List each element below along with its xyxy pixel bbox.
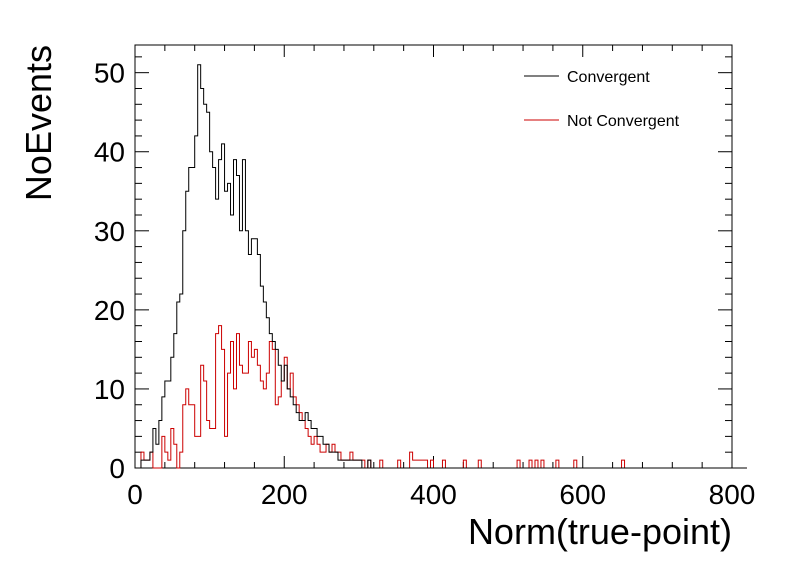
y-tick-label: 20 <box>94 295 125 326</box>
legend: Convergent Not Convergent <box>524 69 680 130</box>
series-layer <box>135 64 747 469</box>
x-tick-label: 200 <box>261 479 308 510</box>
y-tick-label: 0 <box>109 453 125 484</box>
series-convergent-histogram <box>135 64 747 469</box>
legend-label-not-convergent: Not Convergent <box>567 113 680 130</box>
x-tick-label: 400 <box>410 479 457 510</box>
x-tick-label: 800 <box>709 479 756 510</box>
y-tick-label: 10 <box>94 374 125 405</box>
y-axis-title: NoEvents <box>18 45 59 201</box>
series-not-convergent-histogram <box>135 325 747 469</box>
y-tick-label: 40 <box>94 137 125 168</box>
y-tick-label: 50 <box>94 58 125 89</box>
y-tick-label: 30 <box>94 216 125 247</box>
tick-labels: 0 200 400 600 800 0 10 20 30 40 50 <box>94 58 756 510</box>
x-axis-title: Norm(true-point) <box>468 511 732 552</box>
legend-label-convergent: Convergent <box>567 69 650 86</box>
x-tick-label: 0 <box>127 479 143 510</box>
axis-ticks <box>134 45 733 469</box>
x-tick-label: 600 <box>559 479 606 510</box>
